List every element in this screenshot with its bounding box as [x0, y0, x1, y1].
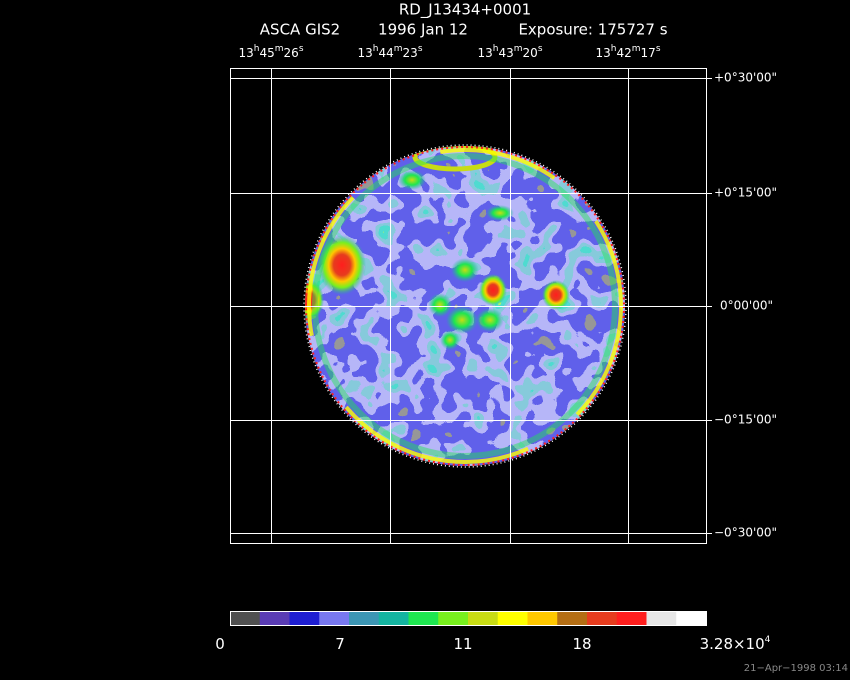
label-part: 43 [498, 46, 513, 60]
superscript: m [514, 44, 523, 54]
colorbar-swatch [676, 611, 707, 625]
label-part: 0 [215, 635, 225, 653]
label-part: 13 [238, 46, 253, 60]
superscript: s [418, 44, 423, 54]
label-part: 17 [641, 46, 656, 60]
colorbar-swatch [646, 611, 677, 625]
coordinate-grid [230, 68, 707, 543]
title: RD_J13434+0001 [399, 1, 531, 20]
colorbar-swatch [408, 611, 439, 625]
label: 13h43m20s [477, 44, 542, 60]
superscript: h [611, 44, 617, 54]
superscript: h [373, 44, 379, 54]
colorbar-frame [230, 611, 707, 626]
label-part: 13 [357, 46, 372, 60]
label: 3.28×104 [700, 635, 771, 653]
colorbar-swatch [230, 611, 261, 625]
label: 0 [215, 635, 225, 653]
label-part: 42 [616, 46, 631, 60]
label: 18 [572, 635, 591, 653]
superscript: m [632, 44, 641, 54]
colorbar-swatch [468, 611, 499, 625]
colorbar-swatch [497, 611, 528, 625]
dec-label: −0°30'00" [714, 526, 777, 540]
colorbar-swatch [527, 611, 558, 625]
label: 13h44m23s [357, 44, 422, 60]
colorbar-swatch [557, 611, 588, 625]
label-part: 13 [477, 46, 492, 60]
subtitle: ASCA GIS2 [260, 21, 340, 39]
label-part: 13 [595, 46, 610, 60]
superscript: s [656, 44, 661, 54]
label: 13h42m17s [595, 44, 660, 60]
label-part: 44 [378, 46, 393, 60]
colorbar-swatch [289, 611, 320, 625]
dec-label: 0°00'00" [720, 299, 773, 313]
label-part: 23 [403, 46, 418, 60]
label: 11 [453, 635, 472, 653]
label-part: 3.28×10 [700, 635, 765, 653]
superscript: h [254, 44, 260, 54]
label: 7 [335, 635, 345, 653]
label-part: 18 [572, 635, 591, 653]
label-part: 7 [335, 635, 345, 653]
timestamp: 21−Apr−1998 03:14 [744, 663, 848, 674]
colorbar-swatch [616, 611, 647, 625]
colorbar-swatch [587, 611, 618, 625]
superscript: 4 [765, 635, 771, 645]
colorbar-swatch [378, 611, 409, 625]
superscript: s [538, 44, 543, 54]
dec-label: −0°15'00" [714, 413, 777, 427]
dec-label: +0°30'00" [714, 71, 777, 85]
colorbar-swatch [349, 611, 380, 625]
dec-label: +0°15'00" [714, 186, 777, 200]
colorbar-swatch [259, 611, 290, 625]
superscript: s [299, 44, 304, 54]
colorbar-swatch [438, 611, 469, 625]
label-part: 45 [259, 46, 274, 60]
subtitle: 1996 Jan 12 [378, 21, 468, 39]
label: 13h45m26s [238, 44, 303, 60]
superscript: m [394, 44, 403, 54]
subtitle: Exposure: 175727 s [518, 21, 667, 39]
label-part: 11 [453, 635, 472, 653]
label-part: 20 [523, 46, 538, 60]
label-part: 26 [284, 46, 299, 60]
colorbar-swatch [319, 611, 350, 625]
superscript: h [493, 44, 499, 54]
superscript: m [275, 44, 284, 54]
